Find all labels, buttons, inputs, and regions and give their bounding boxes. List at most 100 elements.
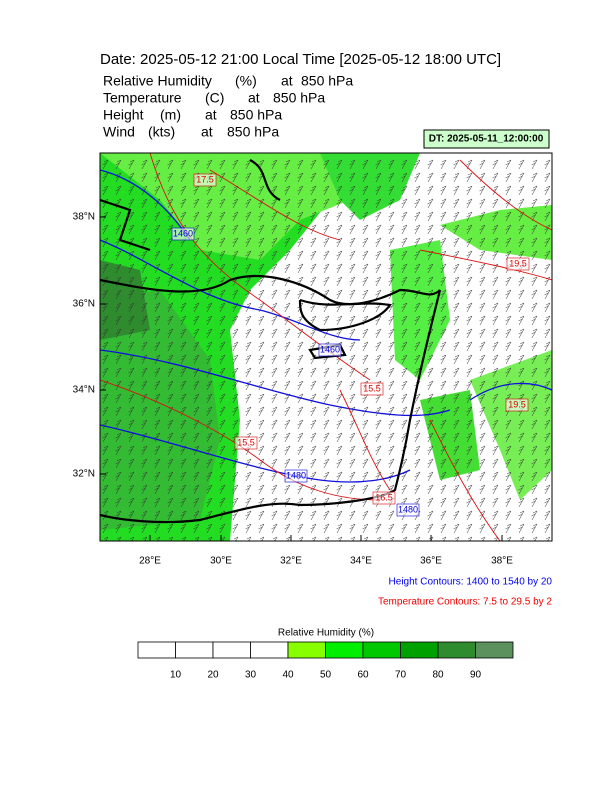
lon-label: 28°E [139, 556, 161, 567]
barb [466, 198, 473, 209]
barb [466, 250, 473, 261]
barb [103, 536, 109, 541]
barb [180, 185, 187, 196]
barb [401, 341, 408, 352]
barb [102, 432, 109, 443]
temperature-note: Temperature Contours: 7.5 to 29.5 by 2 [378, 597, 552, 608]
colorbar-box [137, 641, 176, 659]
dt-box [423, 129, 550, 149]
field-text: at [248, 90, 260, 106]
map: 17.5 1460 19.5 1460 15.5 19.5 15.5 1480 16.5 1480 [100, 153, 552, 541]
lat-label: 34°N [73, 385, 95, 396]
barb [401, 406, 408, 417]
barb [297, 432, 304, 443]
barb [128, 458, 135, 469]
barb [284, 484, 291, 495]
barb [193, 497, 200, 508]
barb [206, 302, 213, 313]
barb [388, 367, 395, 378]
barb [492, 276, 499, 287]
barb [505, 276, 512, 287]
barb [401, 419, 408, 430]
barb [206, 484, 213, 495]
barb [349, 484, 356, 495]
barb [297, 406, 304, 417]
barb [414, 432, 421, 443]
barb [258, 185, 265, 196]
barb [375, 354, 382, 365]
barb [505, 341, 512, 352]
barb [375, 159, 382, 170]
barb [401, 523, 408, 534]
barb [141, 497, 148, 508]
barb [141, 445, 148, 456]
barb [141, 237, 148, 248]
barb [141, 302, 148, 313]
barb [362, 328, 369, 339]
barb [219, 185, 226, 196]
barb [232, 471, 239, 482]
contour-label-box [396, 503, 420, 517]
barb [193, 380, 200, 391]
barb [219, 471, 226, 482]
barb [362, 159, 369, 170]
barb [297, 445, 304, 456]
barb [258, 289, 265, 300]
barb [531, 458, 538, 469]
barb [453, 237, 460, 248]
barb [180, 458, 187, 469]
barb [167, 432, 174, 443]
barb [466, 419, 473, 430]
barb [193, 484, 200, 495]
barb [193, 198, 200, 209]
barb [440, 432, 447, 443]
barb [440, 523, 447, 534]
barb [388, 328, 395, 339]
barb [349, 471, 356, 482]
barb [531, 341, 538, 352]
barb [154, 237, 161, 248]
barb [245, 250, 252, 261]
barb [323, 523, 330, 534]
barb [245, 276, 252, 287]
barb [245, 393, 252, 404]
barb [518, 341, 525, 352]
barb [401, 211, 408, 222]
barb [219, 445, 226, 456]
barb [219, 159, 226, 170]
barb [466, 328, 473, 339]
contour-label-box [234, 436, 258, 450]
barb [245, 237, 252, 248]
barb [102, 159, 109, 170]
barb [258, 367, 265, 378]
barb [466, 445, 473, 456]
barb [323, 432, 330, 443]
barb [193, 432, 200, 443]
barb [466, 367, 473, 378]
barb [115, 224, 122, 235]
barb [427, 471, 434, 482]
barb [518, 224, 525, 235]
barb [206, 380, 213, 391]
barb [518, 380, 525, 391]
barb [362, 458, 369, 469]
barb [154, 458, 161, 469]
barb [193, 263, 200, 274]
barb [271, 393, 278, 404]
barb [258, 354, 265, 365]
barb [154, 367, 161, 378]
barb [115, 185, 122, 196]
barb [167, 393, 174, 404]
colorbar-box [287, 641, 326, 659]
colorbar-label: 90 [470, 670, 482, 681]
barb [310, 263, 317, 274]
barb [531, 445, 538, 456]
barb [115, 445, 122, 456]
barb [453, 211, 460, 222]
barb [271, 354, 278, 365]
barb [349, 224, 356, 235]
barb [271, 315, 278, 326]
barb [531, 159, 538, 170]
barb [323, 159, 330, 170]
barb [115, 328, 122, 339]
